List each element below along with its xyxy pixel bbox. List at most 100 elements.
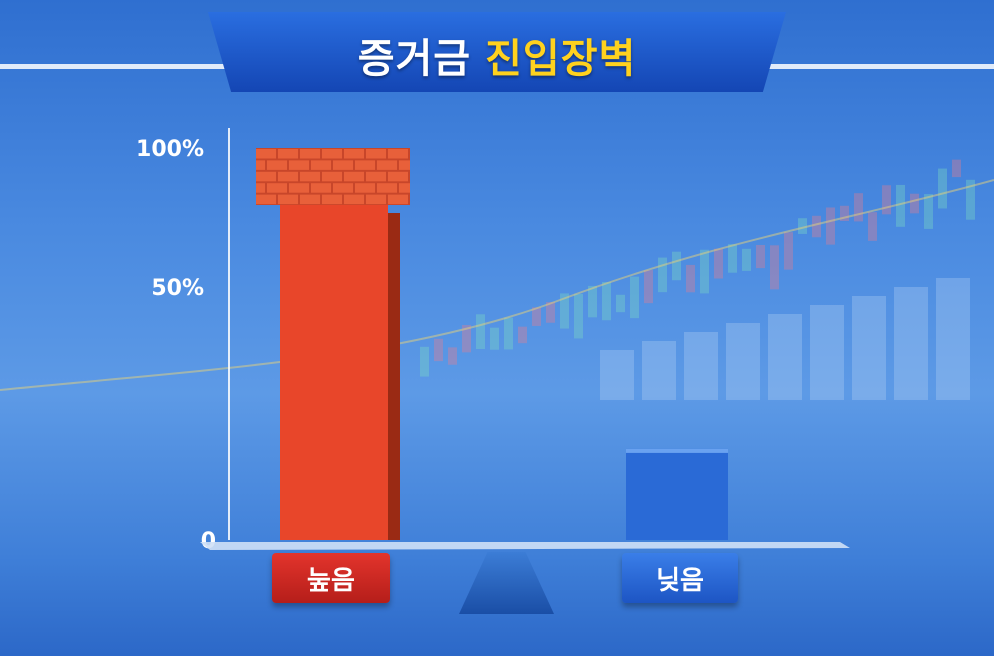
title-part1: 증거금: [357, 36, 472, 82]
bg-candle: [826, 207, 835, 245]
category-label-high: 눞음: [272, 553, 390, 603]
bg-candle: [546, 302, 555, 323]
bg-candle: [700, 249, 709, 294]
bg-volume-bar: [600, 350, 634, 400]
brick: [322, 194, 342, 205]
bg-candle: [532, 307, 541, 326]
bg-candle: [658, 257, 667, 293]
brick: [344, 171, 364, 182]
title-part2-highlight: 진입장벽: [485, 36, 637, 82]
bg-candle: [518, 326, 527, 344]
brick: [300, 149, 320, 159]
bg-candle: [602, 282, 611, 321]
brick: [399, 160, 410, 170]
brick: [366, 149, 386, 159]
bg-candle: [504, 317, 513, 350]
bg-candle: [728, 244, 737, 273]
brick: [377, 160, 397, 170]
bg-candle: [770, 245, 779, 290]
brick: [278, 149, 298, 159]
bar-low-top: [626, 448, 728, 453]
brick: [344, 194, 364, 205]
bg-volume-bar: [726, 323, 760, 400]
bg-candle: [490, 327, 499, 350]
bg-volume-bar: [894, 287, 928, 400]
bg-candle: [896, 184, 905, 227]
bg-candle: [868, 212, 877, 241]
bg-candle: [434, 338, 443, 362]
bg-candle: [812, 215, 821, 238]
bar-side-high: [388, 213, 400, 540]
balance-beam: [200, 542, 850, 550]
brick: [256, 149, 276, 159]
brick: [278, 194, 298, 205]
banner-ribbon: [208, 12, 786, 92]
bg-volume-bar: [642, 341, 676, 400]
title-banner: 증거금 진입장벽: [208, 12, 786, 92]
bg-candle: [756, 244, 765, 269]
brick: [267, 183, 287, 193]
bg-candle: [588, 285, 597, 318]
bg-candle: [448, 347, 457, 365]
brick: [278, 171, 298, 182]
brick: [300, 171, 320, 182]
bg-candle: [462, 325, 471, 353]
bg-candle: [840, 205, 849, 222]
brick: [366, 194, 386, 205]
bg-candle: [686, 264, 695, 293]
bg-candle: [924, 194, 933, 229]
brick: [388, 171, 408, 182]
y-tick-100: 100%: [136, 137, 204, 162]
brick: [256, 160, 265, 170]
brick: [333, 183, 353, 193]
category-label-low: 닞음: [622, 553, 738, 603]
bg-candle: [672, 251, 681, 281]
bg-candle: [560, 293, 569, 329]
bg-candle: [798, 218, 807, 234]
brick: [355, 183, 375, 193]
bg-candle: [616, 294, 625, 313]
chart-title: 증거금 진입장벽: [208, 26, 786, 84]
bg-trend-line: [0, 179, 994, 391]
bg-candle: [630, 276, 639, 319]
brick: [289, 183, 309, 193]
brick: [300, 194, 320, 205]
y-tick-0: 0: [201, 529, 216, 554]
brick: [333, 160, 353, 170]
bg-volume-bar: [852, 296, 886, 400]
bg-candle: [854, 193, 863, 222]
brick: [322, 171, 342, 182]
brick: [355, 160, 375, 170]
bg-candle: [910, 193, 919, 214]
bg-candle: [644, 270, 653, 304]
bg-candle: [420, 346, 429, 377]
brick: [399, 183, 410, 193]
bg-volume-bar: [810, 305, 844, 400]
bg-candle: [574, 293, 583, 339]
bar-low: [626, 448, 728, 540]
brick: [267, 160, 287, 170]
bg-candle: [714, 248, 723, 279]
bar-high: [280, 205, 388, 540]
brick: [311, 160, 331, 170]
brick: [311, 183, 331, 193]
brick: [344, 149, 364, 159]
bg-candle: [882, 185, 891, 215]
brick: [256, 183, 265, 193]
brick: [377, 183, 397, 193]
bg-candle: [742, 248, 751, 271]
bg-candle: [952, 159, 961, 178]
bg-candle: [938, 168, 947, 209]
brick: [366, 171, 386, 182]
y-tick-50: 50%: [151, 276, 204, 301]
bg-candle: [784, 232, 793, 270]
bg-volume-bar: [768, 314, 802, 400]
bg-candle: [476, 314, 485, 350]
brick: [388, 194, 408, 205]
brick: [289, 160, 309, 170]
bg-volume-bar: [684, 332, 718, 400]
bg-candle: [966, 179, 975, 220]
